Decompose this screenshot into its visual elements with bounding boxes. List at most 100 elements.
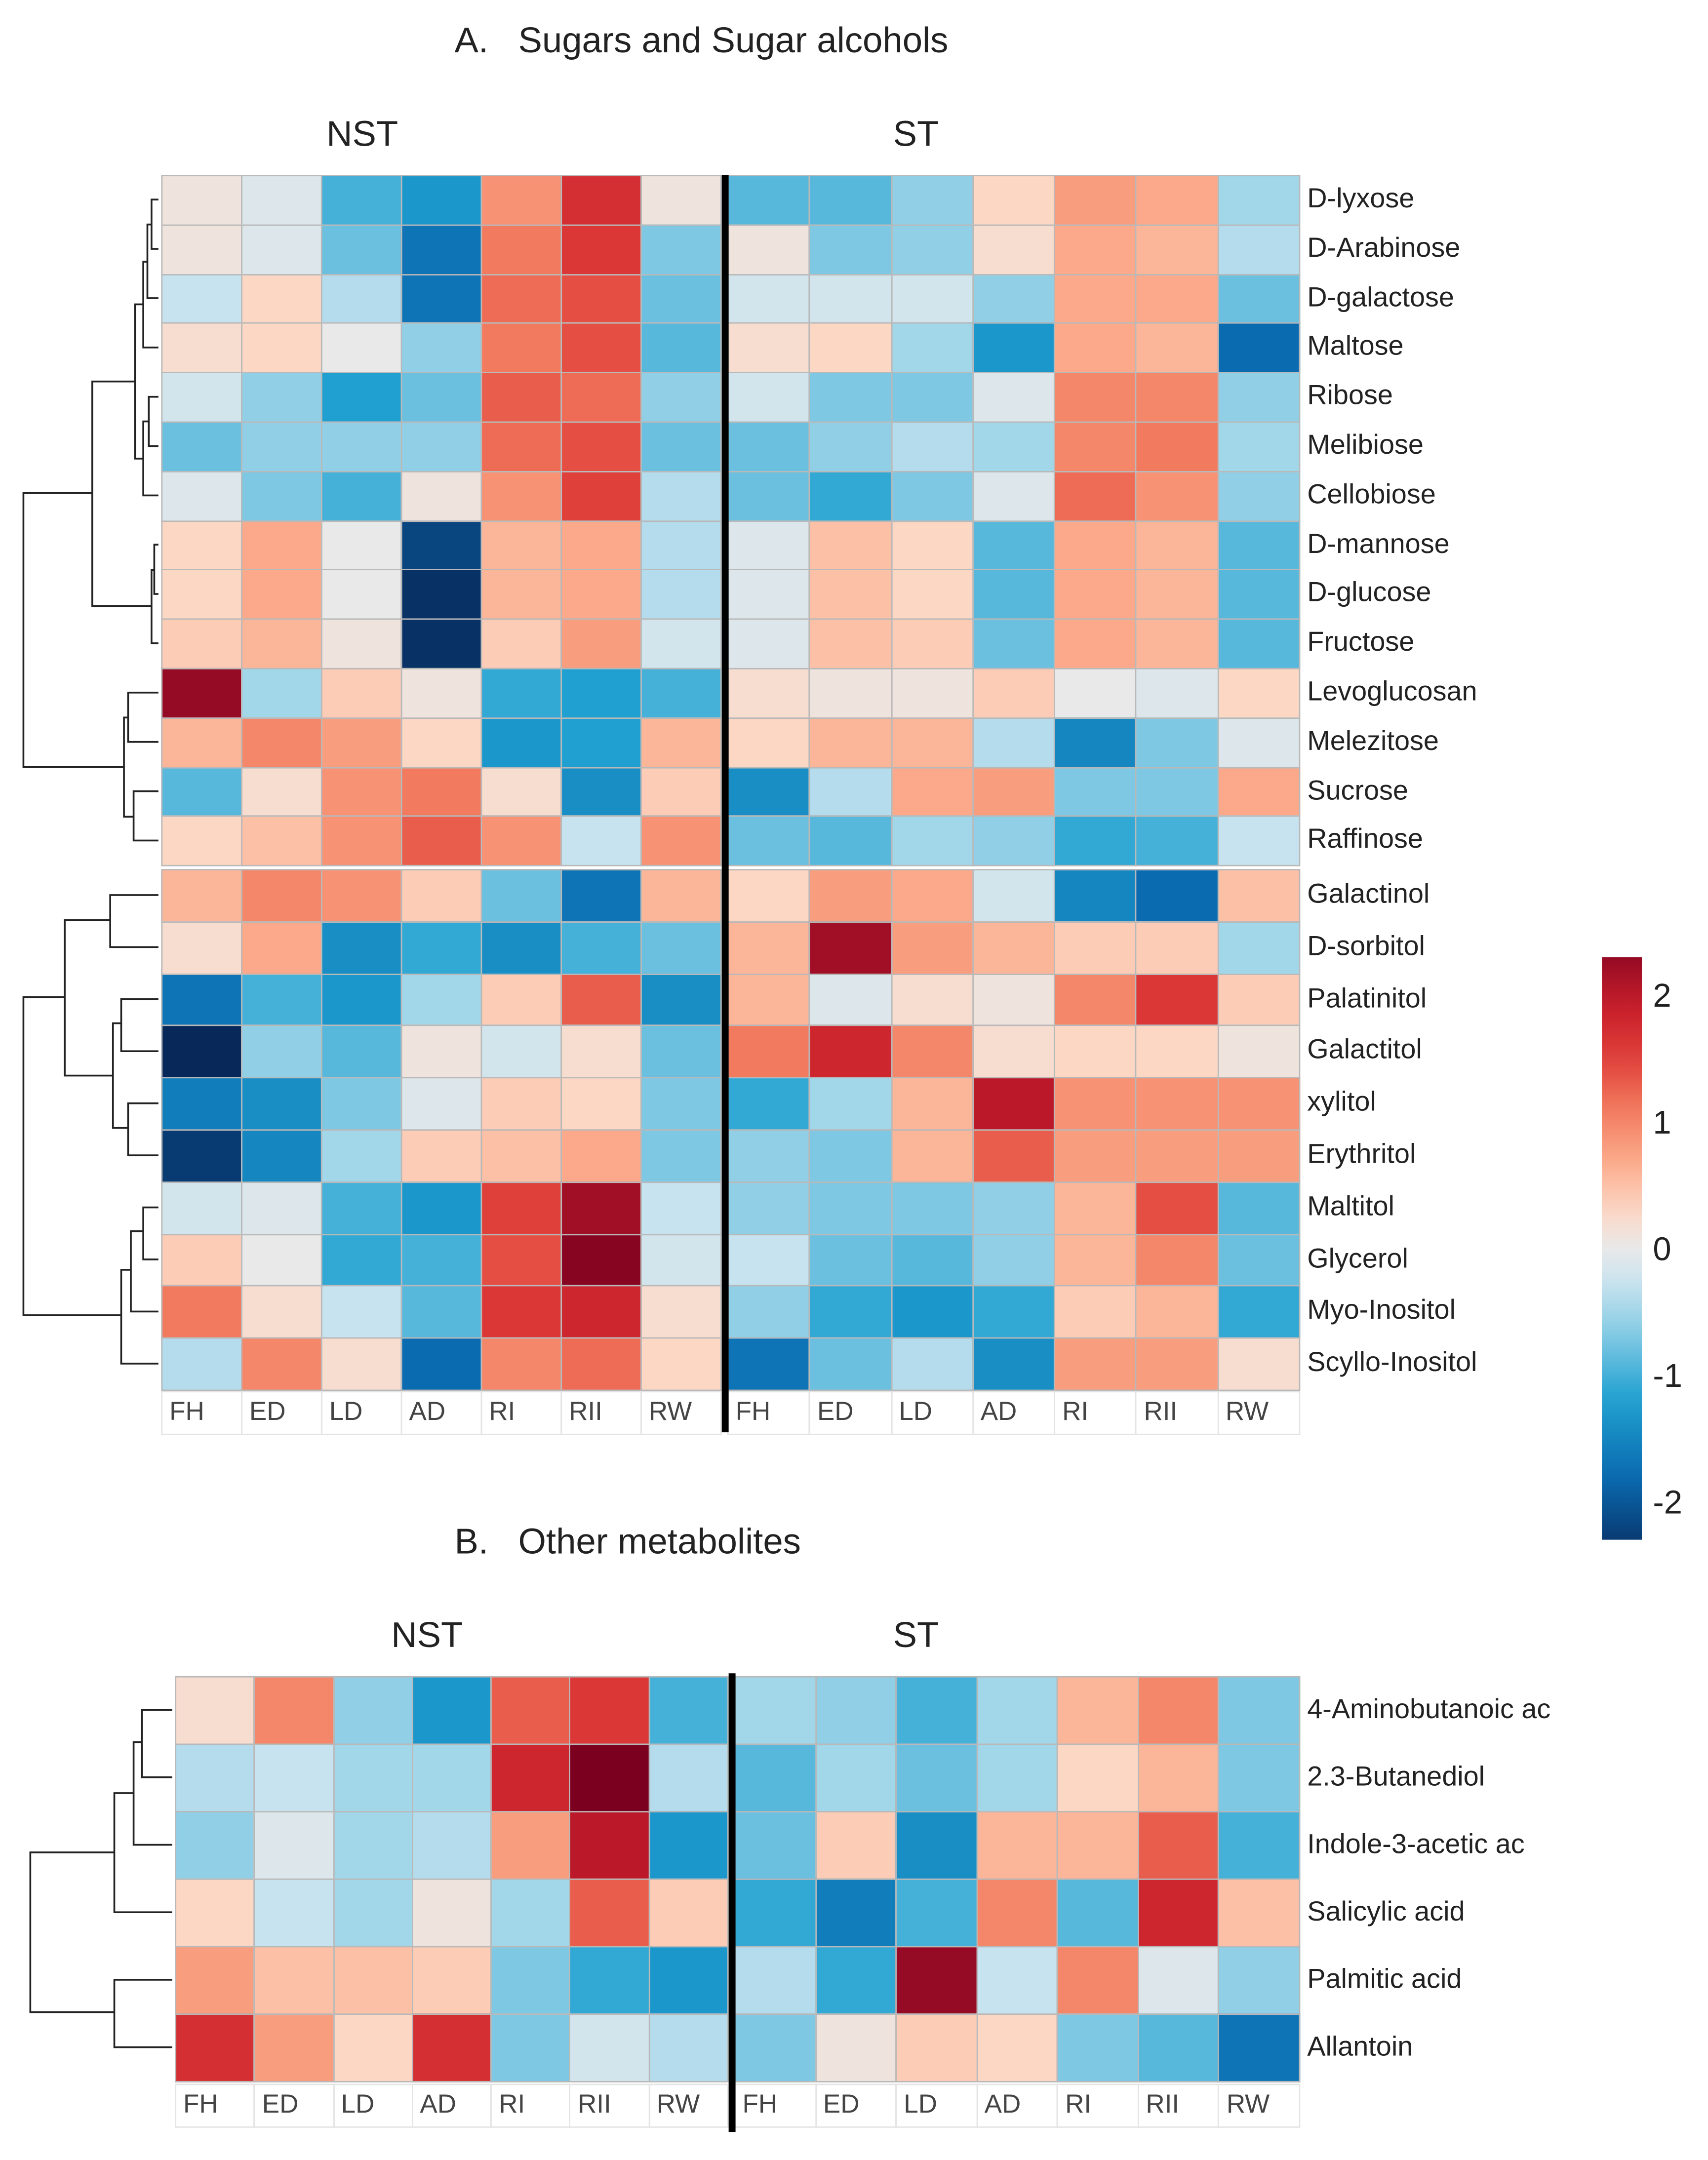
heatmap-cell [241, 1025, 322, 1079]
heatmap-cell [320, 816, 402, 867]
heatmap-cell [809, 471, 892, 522]
row-label: xylitol [1307, 1087, 1376, 1118]
row-label: Glycerol [1307, 1243, 1408, 1274]
heatmap-cell [480, 619, 562, 669]
heatmap-cell [815, 2013, 897, 2082]
column-label: AD [976, 2083, 1059, 2128]
heatmap-cell [320, 421, 402, 472]
heatmap-cell [890, 619, 974, 669]
heatmap-cell [560, 1181, 642, 1235]
row-label: Galactitol [1307, 1035, 1422, 1066]
heatmap-cell [241, 471, 322, 522]
heatmap-cell [972, 1233, 1056, 1287]
heatmap-cell [400, 372, 482, 423]
row-label: Sucrose [1307, 775, 1408, 806]
heatmap-cell [1217, 766, 1301, 818]
heatmap-cell [815, 1946, 897, 2015]
dendrogram-branch [64, 919, 113, 1077]
column-label: RW [1217, 1391, 1301, 1435]
heatmap-cell [1054, 717, 1137, 768]
heatmap-cell [400, 1181, 482, 1235]
column-label: RII [569, 2083, 650, 2128]
heatmap-cell [1137, 1878, 1220, 1948]
heatmap-cell [972, 668, 1056, 719]
row-label: Levoglucosan [1307, 676, 1477, 707]
heatmap-cell [161, 816, 242, 867]
row-label: D-mannose [1307, 529, 1450, 559]
heatmap-cell [490, 1946, 571, 2015]
dendrogram-branch [113, 1979, 172, 2048]
heatmap-cell [890, 1025, 974, 1079]
heatmap-cell [241, 421, 322, 472]
row-label: D-glucose [1307, 578, 1431, 609]
heatmap-cell [972, 471, 1056, 522]
heatmap-cell [480, 1129, 562, 1183]
panel-b-group-st: ST [893, 1614, 939, 1655]
column-label: LD [320, 1391, 402, 1435]
heatmap-cell [890, 973, 974, 1027]
heatmap-cell [1218, 1811, 1301, 1880]
dendrogram-branch [146, 223, 159, 299]
heatmap-cell [400, 921, 482, 975]
heatmap-cell [972, 322, 1056, 374]
heatmap-cell [1054, 224, 1137, 275]
row-label: Allantoin [1307, 2031, 1413, 2062]
heatmap-cell [480, 1285, 562, 1339]
heatmap-cell [241, 869, 322, 923]
heatmap-cell [640, 421, 722, 472]
heatmap-cell [161, 1077, 242, 1131]
heatmap-cell [1217, 569, 1301, 620]
heatmap-cell [809, 1077, 892, 1131]
heatmap-cell [1217, 1129, 1301, 1183]
heatmap-cell [1217, 869, 1301, 923]
heatmap-cell [890, 322, 974, 374]
heatmap-cell [320, 471, 402, 522]
heatmap-cell [815, 1811, 897, 1880]
heatmap-cell [648, 1878, 729, 1948]
column-label: RII [560, 1391, 642, 1435]
heatmap-cell [972, 973, 1056, 1027]
heatmap-cell [400, 1233, 482, 1287]
heatmap-cell [161, 1337, 242, 1391]
heatmap-cell [560, 1285, 642, 1339]
heatmap-cell [1217, 1025, 1301, 1079]
heatmap-cell [1217, 1337, 1301, 1391]
heatmap-cell [320, 766, 402, 818]
heatmap-cell [1135, 717, 1219, 768]
legend-tick-label: -1 [1653, 1358, 1682, 1395]
heatmap-cell [1054, 322, 1137, 374]
heatmap-cell [1054, 816, 1137, 867]
heatmap-cell [161, 372, 242, 423]
heatmap-cell [890, 1181, 974, 1235]
heatmap-cell [727, 175, 811, 226]
heatmap-cell [1217, 816, 1301, 867]
panel-a-title: A. Sugars and Sugar alcohols [454, 19, 949, 61]
row-label: D-Arabinose [1307, 233, 1461, 264]
heatmap-cell [972, 421, 1056, 472]
heatmap-cell [241, 973, 322, 1027]
heatmap-cell [727, 1285, 811, 1339]
heatmap-cell [640, 766, 722, 818]
heatmap-cell [648, 1811, 729, 1880]
heatmap-cell [332, 2013, 413, 2082]
dendrogram-branch [127, 1102, 159, 1156]
heatmap-cell [241, 1233, 322, 1287]
row-label: Maltose [1307, 331, 1404, 362]
heatmap-cell [640, 322, 722, 374]
heatmap-cell [411, 2013, 492, 2082]
heatmap-cell [648, 1743, 729, 1812]
heatmap-cell [890, 1077, 974, 1131]
heatmap-cell [1218, 1743, 1301, 1812]
heatmap-cell [1054, 1025, 1137, 1079]
heatmap-cell [1057, 1946, 1139, 2015]
legend-tick-label: -2 [1653, 1485, 1682, 1522]
heatmap-cell [400, 471, 482, 522]
heatmap-cell [727, 921, 811, 975]
heatmap-cell [161, 273, 242, 324]
heatmap-cell [161, 224, 242, 275]
heatmap-cell [175, 1878, 255, 1948]
heatmap-cell [1135, 273, 1219, 324]
row-label: Melezitose [1307, 726, 1439, 756]
heatmap-cell [1057, 2013, 1139, 2082]
row-label: D-lyxose [1307, 184, 1415, 214]
